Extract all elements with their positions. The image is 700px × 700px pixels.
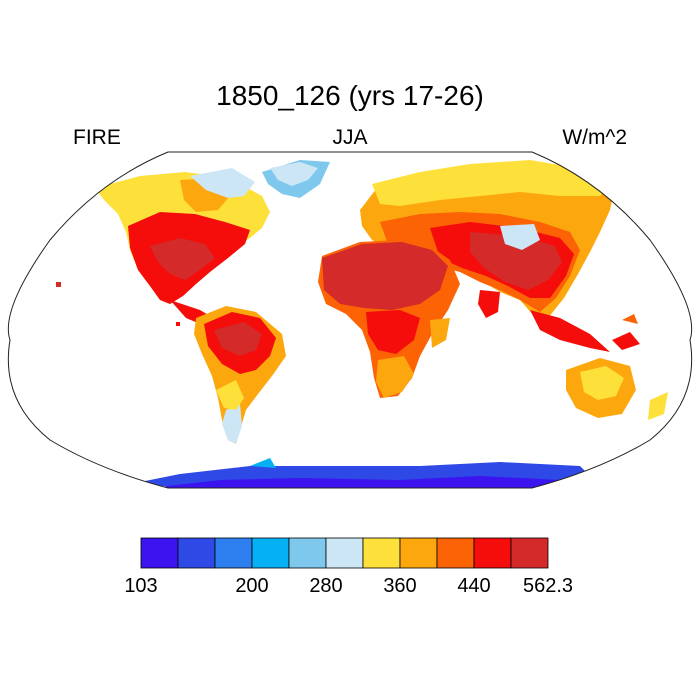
north-america-landmass bbox=[95, 160, 330, 326]
eurasia-landmass bbox=[360, 160, 615, 352]
season-label: JJA bbox=[332, 126, 368, 149]
colorbar-box bbox=[510, 537, 549, 569]
colorbar-tick-label: 440 bbox=[457, 575, 490, 597]
africa-landmass bbox=[318, 240, 460, 398]
units-label: W/m^2 bbox=[562, 126, 627, 149]
colorbar-tick-label: 103 bbox=[124, 575, 157, 597]
colorbar-box bbox=[325, 537, 364, 569]
islands bbox=[56, 282, 640, 350]
colorbar-box bbox=[251, 537, 290, 569]
colorbar-box bbox=[436, 537, 475, 569]
colorbar-box bbox=[177, 537, 216, 569]
colorbar-box bbox=[362, 537, 401, 569]
map-title: 1850_126 (yrs 17-26) bbox=[216, 80, 484, 111]
colorbar-labels: 103 200 280 360 440 562.3 bbox=[124, 575, 573, 597]
south-america-landmass bbox=[194, 306, 286, 444]
colorbar-box bbox=[288, 537, 327, 569]
colorbar-box bbox=[473, 537, 512, 569]
colorbar-box bbox=[140, 537, 179, 569]
colorbar-box bbox=[399, 537, 438, 569]
colorbar-box bbox=[214, 537, 253, 569]
globe-border bbox=[7, 151, 693, 489]
colorbar-boxes bbox=[140, 537, 549, 569]
colorbar-tick-label: 360 bbox=[383, 575, 416, 597]
colorbar-tick-label: 562.3 bbox=[523, 575, 573, 597]
australia-landmass bbox=[566, 358, 668, 420]
colorbar-tick-label: 200 bbox=[235, 575, 268, 597]
antarctica-landmass bbox=[120, 458, 600, 488]
variable-label: FIRE bbox=[73, 126, 121, 149]
colorbar-tick-label: 280 bbox=[309, 575, 342, 597]
